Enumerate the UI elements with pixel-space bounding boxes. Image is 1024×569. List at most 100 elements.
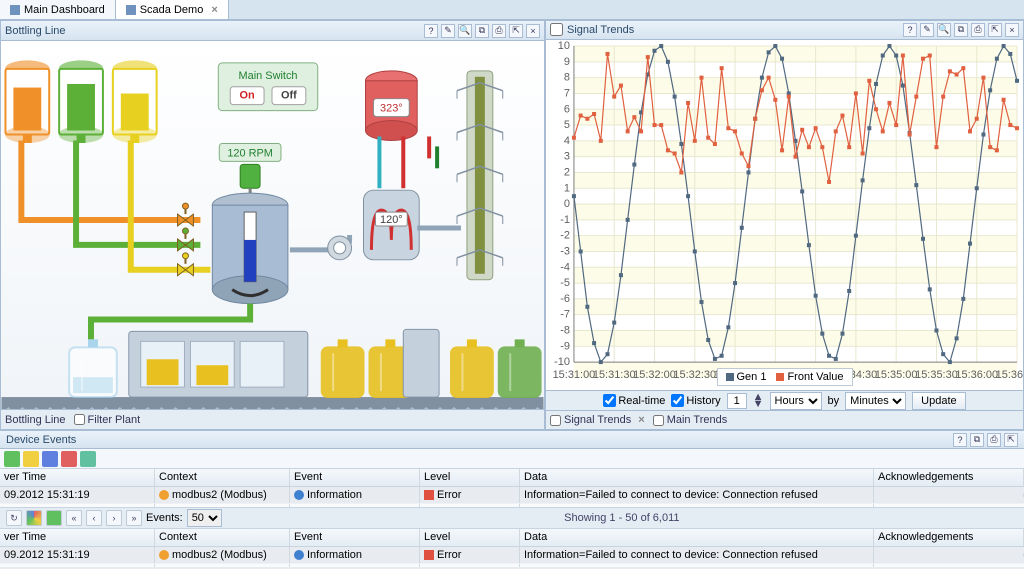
close-icon[interactable]: × [211, 4, 217, 16]
col-event[interactable]: Event [290, 529, 420, 546]
subtab-filter-plant[interactable]: Filter Plant [74, 414, 141, 426]
grid-header: ver Time Context Event Level Data Acknow… [0, 469, 1024, 487]
panel-tools: ? ✎ 🔍 ⧉ ⎙ ⇱ × [903, 23, 1019, 37]
page-size-select[interactable]: 50 [187, 509, 222, 527]
print-icon[interactable]: ⎙ [987, 433, 1001, 447]
svg-text:15:31:30: 15:31:30 [593, 369, 636, 381]
help-icon[interactable]: ? [903, 23, 917, 37]
trends-chart: -10-9-8-7-6-5-4-3-2-101234567891015:31:0… [546, 40, 1023, 390]
svg-text:On: On [240, 90, 255, 102]
col-level[interactable]: Level [420, 469, 520, 486]
first-page-icon[interactable]: « [66, 510, 82, 526]
col-ack[interactable]: Acknowledgements [874, 529, 1024, 546]
popout-icon[interactable]: ⇱ [988, 23, 1002, 37]
close-icon[interactable]: × [526, 24, 540, 38]
subtab-signal-trends[interactable]: Signal Trends × [550, 414, 645, 426]
events-grid-1: ver Time Context Event Level Data Acknow… [0, 469, 1024, 507]
copy-icon[interactable]: ⧉ [970, 433, 984, 447]
pager-info: Showing 1 - 50 of 6,011 [226, 512, 1018, 524]
help-icon[interactable]: ? [424, 24, 438, 38]
subtab-bottling-line[interactable]: Bottling Line [5, 414, 66, 426]
export-icon[interactable] [46, 510, 62, 526]
events-grid-2: ver Time Context Event Level Data Acknow… [0, 529, 1024, 567]
svg-text:2: 2 [564, 166, 570, 178]
tab-scada-demo[interactable]: Scada Demo × [116, 0, 229, 19]
svg-text:15:36:30: 15:36:30 [996, 369, 1023, 381]
history-toggle[interactable]: History [671, 394, 720, 407]
table-row[interactable]: 09.2012 15:31:19modbus2 (Modbus)Informat… [0, 547, 1024, 564]
svg-text:5: 5 [564, 119, 570, 131]
edit-icon[interactable]: ✎ [920, 23, 934, 37]
popout-icon[interactable]: ⇱ [509, 24, 523, 38]
device-events-panel: Device Events ? ⧉ ⎙ ⇱ ver Time Context E… [0, 430, 1024, 567]
events-header: Device Events ? ⧉ ⎙ ⇱ [0, 431, 1024, 449]
panel-header: Bottling Line ? ✎ 🔍 ⧉ ⎙ ⇱ × [1, 21, 544, 41]
svg-text:Off: Off [281, 90, 297, 102]
ack-icon[interactable] [4, 451, 20, 467]
next-page-icon[interactable]: › [106, 510, 122, 526]
close-icon[interactable]: × [1005, 23, 1019, 37]
table-row[interactable]: 09.2012 15:31:19modbus (Modbus)Informati… [0, 564, 1024, 567]
svg-text:6: 6 [564, 103, 570, 115]
legend-front: Front Value [776, 371, 843, 383]
col-level[interactable]: Level [420, 529, 520, 546]
panel-title: Signal Trends [567, 24, 903, 36]
svg-text:10: 10 [558, 40, 570, 52]
col-ack[interactable]: Acknowledgements [874, 469, 1024, 486]
col-event[interactable]: Event [290, 469, 420, 486]
trends-checkbox[interactable] [550, 23, 563, 36]
zoom-icon[interactable]: 🔍 [937, 23, 951, 37]
spinner-down-icon[interactable]: ▼ [753, 401, 764, 408]
svg-text:7: 7 [564, 87, 570, 99]
chart-legend: Gen 1 Front Value [716, 368, 852, 386]
filter-plant-checkbox[interactable] [74, 414, 85, 425]
col-time[interactable]: ver Time [0, 469, 155, 486]
filter-icon[interactable] [23, 451, 39, 467]
popout-icon[interactable]: ⇱ [1004, 433, 1018, 447]
svg-text:-7: -7 [560, 308, 570, 320]
col-data[interactable]: Data [520, 469, 874, 486]
events-pager: ↻ « ‹ › » Events: 50 Showing 1 - 50 of 6… [0, 507, 1024, 529]
subtab-main-trends[interactable]: Main Trends [653, 414, 728, 426]
unit2-select[interactable]: Minutes [845, 392, 906, 410]
delete-icon[interactable] [61, 451, 77, 467]
svg-text:-6: -6 [560, 292, 570, 304]
by-label: by [828, 395, 840, 407]
copy-icon[interactable]: ⧉ [475, 24, 489, 38]
export-icon[interactable] [42, 451, 58, 467]
svg-text:-8: -8 [560, 324, 570, 336]
svg-text:-9: -9 [560, 340, 570, 352]
prev-page-icon[interactable]: ‹ [86, 510, 102, 526]
realtime-toggle[interactable]: Real-time [603, 394, 665, 407]
table-row[interactable]: 09.2012 15:31:19modbus2 (Modbus)Informat… [0, 487, 1024, 504]
zoom-icon[interactable]: 🔍 [458, 24, 472, 38]
close-icon[interactable]: × [638, 414, 644, 426]
bottling-subtabs: Bottling Line Filter Plant [1, 409, 544, 429]
svg-text:-10: -10 [554, 356, 570, 368]
history-value-input[interactable] [727, 393, 747, 409]
unit1-select[interactable]: Hours [770, 392, 822, 410]
chart-controls: Real-time History ▲▼ Hours by Minutes Up… [546, 390, 1023, 410]
diagram-svg: Main Switch On Off 120 RPM [1, 41, 544, 409]
panel-tools: ? ✎ 🔍 ⧉ ⎙ ⇱ × [424, 24, 540, 38]
color-icon[interactable] [26, 510, 42, 526]
svg-text:-2: -2 [560, 229, 570, 241]
update-button[interactable]: Update [912, 392, 965, 410]
edit-icon[interactable]: ✎ [441, 24, 455, 38]
svg-text:-3: -3 [560, 245, 570, 257]
col-time[interactable]: ver Time [0, 529, 155, 546]
svg-text:8: 8 [564, 71, 570, 83]
last-page-icon[interactable]: » [126, 510, 142, 526]
print-icon[interactable]: ⎙ [492, 24, 506, 38]
refresh-icon[interactable]: ↻ [6, 510, 22, 526]
col-context[interactable]: Context [155, 469, 290, 486]
check-icon[interactable] [80, 451, 96, 467]
tab-main-dashboard[interactable]: Main Dashboard [0, 0, 116, 19]
print-icon[interactable]: ⎙ [971, 23, 985, 37]
col-data[interactable]: Data [520, 529, 874, 546]
svg-text:-1: -1 [560, 213, 570, 225]
col-context[interactable]: Context [155, 529, 290, 546]
help-icon[interactable]: ? [953, 433, 967, 447]
copy-icon[interactable]: ⧉ [954, 23, 968, 37]
svg-text:4: 4 [564, 134, 570, 146]
